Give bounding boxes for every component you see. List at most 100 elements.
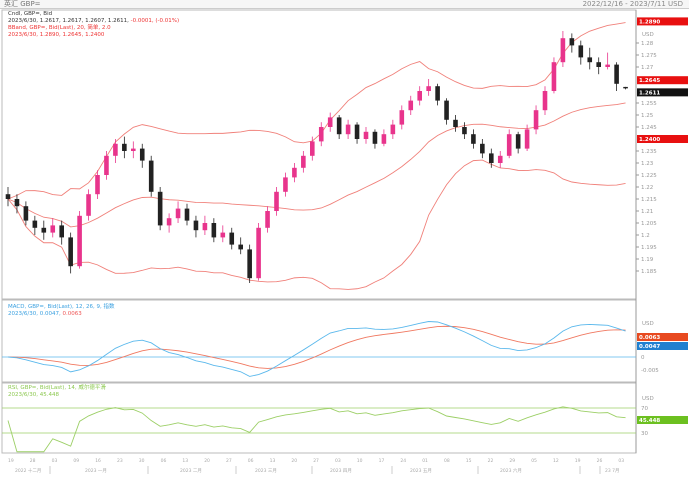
macd-legend: MACD, GBP=, Bid(Last), 12, 26, 9, 指数 202… — [8, 304, 114, 318]
candle-body — [256, 227, 261, 279]
candle-body — [157, 191, 163, 226]
candle-legend-change: -0.0001, (-0.01%) — [130, 18, 180, 24]
candle-body — [435, 86, 440, 101]
date-tick-label: 29 — [509, 458, 515, 464]
candle-body — [542, 91, 548, 111]
date-range: 2022/12/16 - 2023/7/11 USD — [582, 0, 683, 8]
candle-body — [381, 134, 387, 144]
month-label: 2023 三月 — [255, 468, 277, 474]
price-tick-label: 1.205 — [641, 221, 657, 227]
candle-body — [95, 175, 100, 195]
price-legend: Cndl, GBP=, Bid 2023/6/30, 1.2617, 1.261… — [8, 11, 179, 39]
price-panel — [1, 9, 637, 300]
rsi-currency-label: USD — [642, 396, 654, 402]
price-tick-label: 1.23 — [641, 161, 654, 167]
candle-legend-title: Cndl, GBP=, Bid — [8, 11, 53, 17]
date-tick-label: 26 — [597, 458, 603, 464]
candle-body — [506, 134, 512, 156]
price-tick-label: 1.25 — [641, 113, 654, 119]
candle-body — [336, 117, 342, 135]
candle-body — [301, 155, 306, 168]
date-tick-label: 13 — [182, 458, 188, 464]
candle-body — [578, 45, 584, 58]
rsi-legend: RSI, GBP=, Bid(Last), 14, 威尔德平滑 2023/6/3… — [8, 385, 106, 399]
candle-body — [139, 148, 145, 161]
price-tick-label: 1.19 — [641, 257, 654, 263]
macd-signal-line — [7, 325, 626, 369]
price-tick-label: 1.225 — [641, 173, 657, 179]
candle-body — [229, 232, 235, 245]
bb-middle-label: 1.2645 — [639, 78, 660, 84]
month-label: 2023 二月 — [180, 468, 202, 474]
macd-tick-label: -0.005 — [641, 368, 659, 374]
candle-body — [354, 124, 360, 139]
candle-body — [283, 177, 288, 192]
bband-upper — [7, 22, 626, 200]
month-label: 2022 十二月 — [15, 467, 41, 474]
candle-body — [390, 124, 396, 135]
candle-body — [587, 57, 593, 63]
date-tick-label: 27 — [313, 458, 319, 464]
candle-body — [497, 155, 503, 163]
candle-body — [131, 148, 136, 151]
macd-value-label: 0.0047 — [639, 344, 660, 350]
month-label: 2023 六月 — [500, 467, 522, 474]
date-tick-label: 19 — [8, 458, 14, 464]
macd-legend-signal: 0.0063 — [62, 311, 82, 317]
candle-body — [77, 215, 82, 267]
macd-signal-label-box — [637, 333, 688, 341]
rsi-value-label-box — [637, 416, 688, 424]
last-price-label: 1.2611 — [639, 90, 660, 96]
bb-lower-label: 1.2400 — [639, 137, 660, 143]
date-tick-label: 06 — [161, 458, 167, 464]
macd-currency-label: USD — [642, 321, 654, 327]
candle-body — [220, 232, 226, 238]
candle-body — [23, 206, 29, 221]
rsi-value-label: 45.448 — [639, 418, 660, 424]
candle-body — [614, 64, 619, 84]
month-label: 2023 一月 — [85, 468, 107, 474]
rsi-legend-value: 2023/6/30, 45.448 — [8, 392, 59, 398]
candle-body — [175, 208, 181, 219]
price-tick-label: 1.215 — [641, 197, 657, 203]
month-label: 2023 五月 — [410, 468, 432, 474]
candle-body — [372, 131, 378, 144]
candle-body — [399, 110, 405, 125]
candle-body — [560, 38, 566, 63]
macd-panel — [1, 299, 637, 383]
macd-line — [7, 321, 626, 377]
candle-body — [345, 124, 351, 135]
macd-tick-label: 0 — [641, 355, 645, 361]
candle-body — [471, 134, 476, 144]
candle-body — [551, 62, 557, 91]
date-tick-label: 12 — [553, 458, 559, 464]
candle-body — [41, 227, 47, 233]
date-tick-label: 08 — [444, 458, 450, 464]
rsi-tick-label: 70 — [641, 406, 648, 412]
price-tick-label: 1.235 — [641, 149, 657, 155]
candle-body — [327, 117, 333, 127]
candle-body — [122, 143, 127, 151]
candle-body — [113, 143, 118, 156]
candle-body — [426, 86, 431, 91]
rsi-line — [7, 406, 626, 453]
bband-legend-title: BBand, GBP=, Bid(Last), 20, 简单, 2.0 — [8, 25, 111, 31]
bband-middle — [7, 102, 626, 228]
date-tick-label: 22 — [488, 458, 494, 464]
candle-body — [292, 167, 297, 178]
date-tick-label: 17 — [379, 458, 385, 464]
bb-middle-label-box — [637, 76, 688, 85]
price-currency-label: USD — [642, 32, 654, 38]
macd-legend-title: MACD, GBP=, Bid(Last), 12, 26, 9, 指数 — [8, 304, 115, 310]
bb-upper-label: 1.2890 — [639, 19, 660, 25]
candle-body — [524, 129, 530, 149]
candle-body — [489, 153, 494, 163]
candle-body — [310, 141, 315, 156]
candle-body — [605, 64, 610, 67]
price-tick-label: 1.245 — [641, 125, 657, 131]
date-tick-label: 20 — [291, 458, 297, 464]
candle-body — [5, 194, 11, 199]
macd-signal-label: 0.0063 — [639, 335, 660, 341]
date-tick-label: 10 — [357, 458, 363, 464]
